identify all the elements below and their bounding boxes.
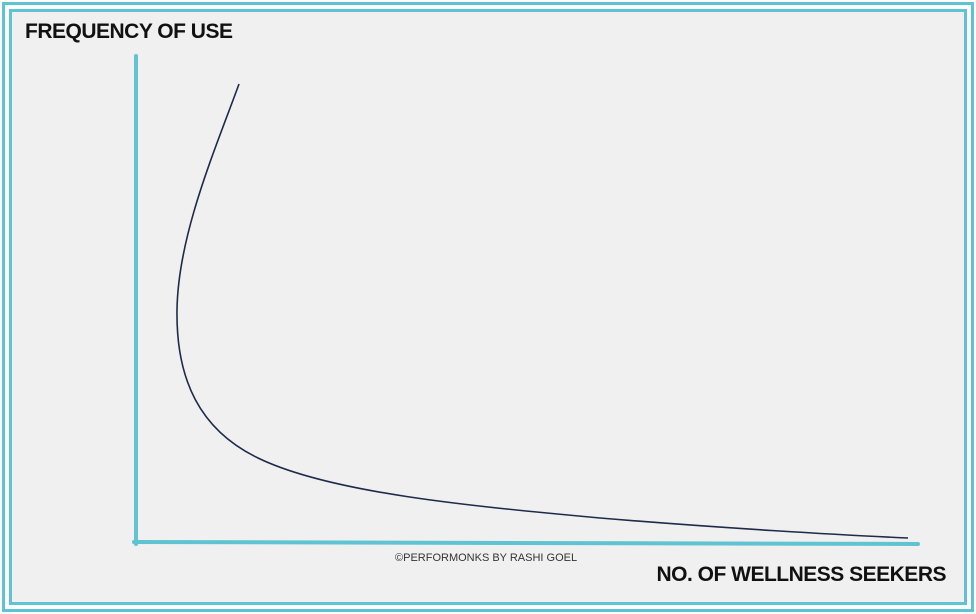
x-axis — [132, 540, 920, 546]
y-axis-title: FREQUENCY OF USE — [25, 20, 233, 43]
credit-text: ©PERFORMONKS BY RASHI GOEL — [395, 552, 578, 564]
x-axis-title: NO. OF WELLNESS SEEKERS — [656, 563, 946, 586]
usage-curve — [176, 83, 909, 539]
diagram-canvas — [9, 9, 967, 605]
